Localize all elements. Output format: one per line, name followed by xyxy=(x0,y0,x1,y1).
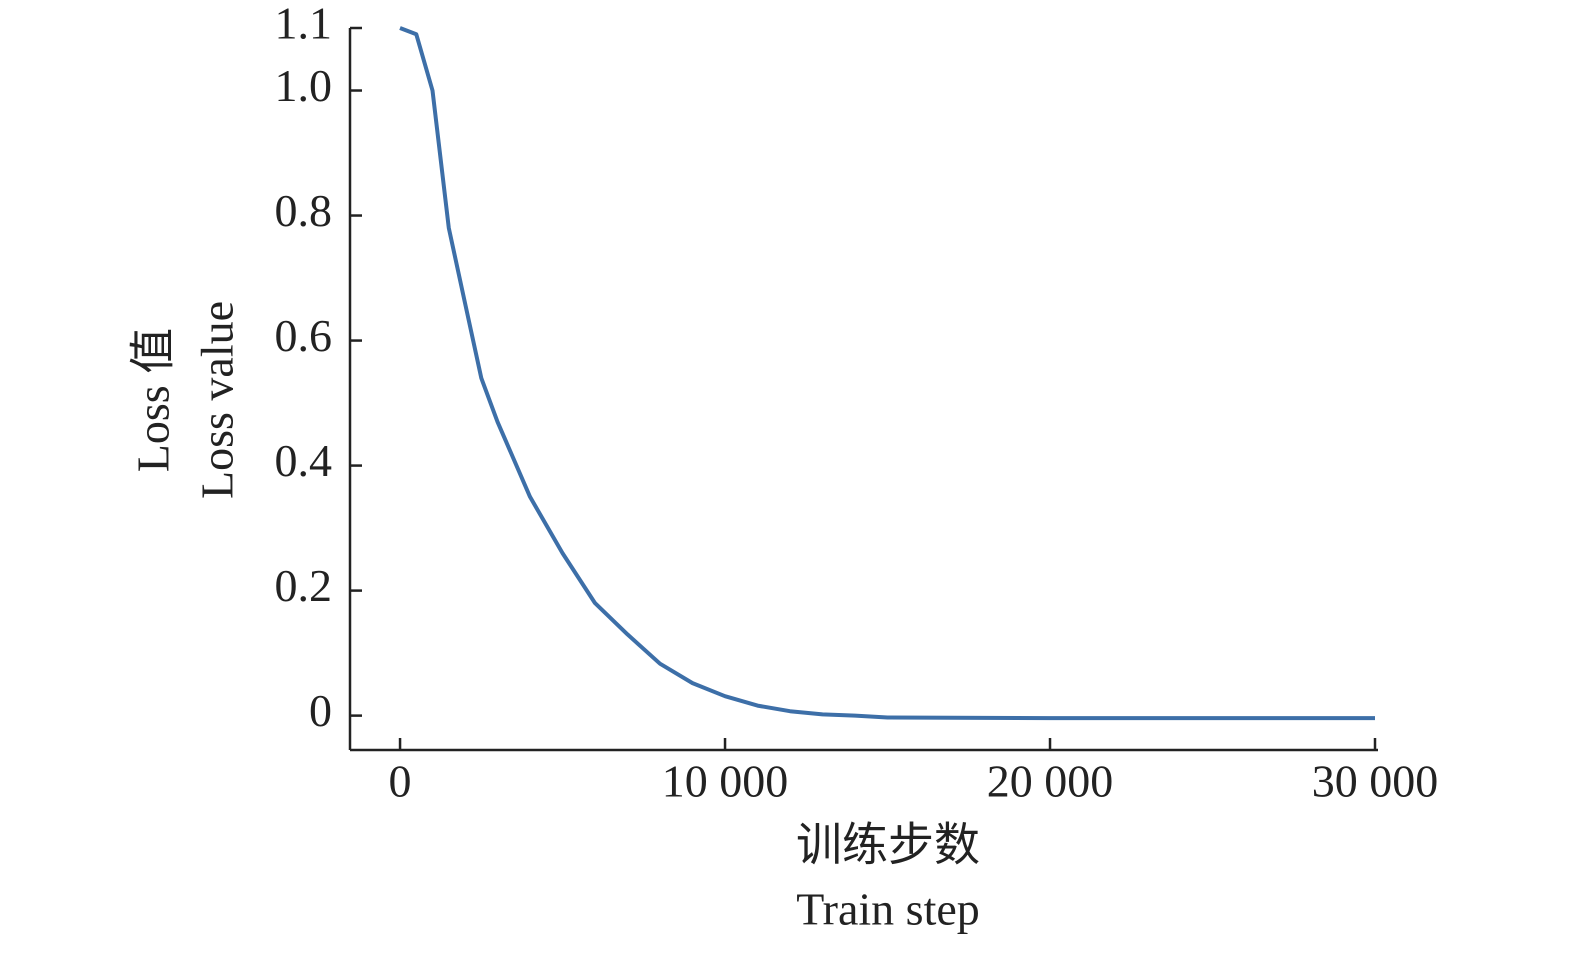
y-tick-label: 0.8 xyxy=(275,185,333,236)
y-tick-label: 0.6 xyxy=(275,310,333,361)
loss-line xyxy=(399,26,1375,721)
y-axis-label: Loss value xyxy=(192,301,243,499)
y-tick-label: 0.4 xyxy=(275,435,333,486)
y-tick-label: 0.2 xyxy=(275,560,333,611)
x-axis-label: Train step xyxy=(796,884,980,935)
x-tick-label: 20 000 xyxy=(987,756,1114,807)
y-tick-label: 0 xyxy=(309,685,332,736)
x-axis-label: 训练步数 xyxy=(796,820,980,871)
y-tick-label: 1.1 xyxy=(275,0,333,49)
x-tick-label: 10 000 xyxy=(662,756,789,807)
x-tick-label: 30 000 xyxy=(1312,756,1439,807)
y-axis-label: Loss 值 xyxy=(128,328,179,472)
x-tick-label: 0 xyxy=(389,756,412,807)
y-tick-label: 1.0 xyxy=(275,60,333,111)
